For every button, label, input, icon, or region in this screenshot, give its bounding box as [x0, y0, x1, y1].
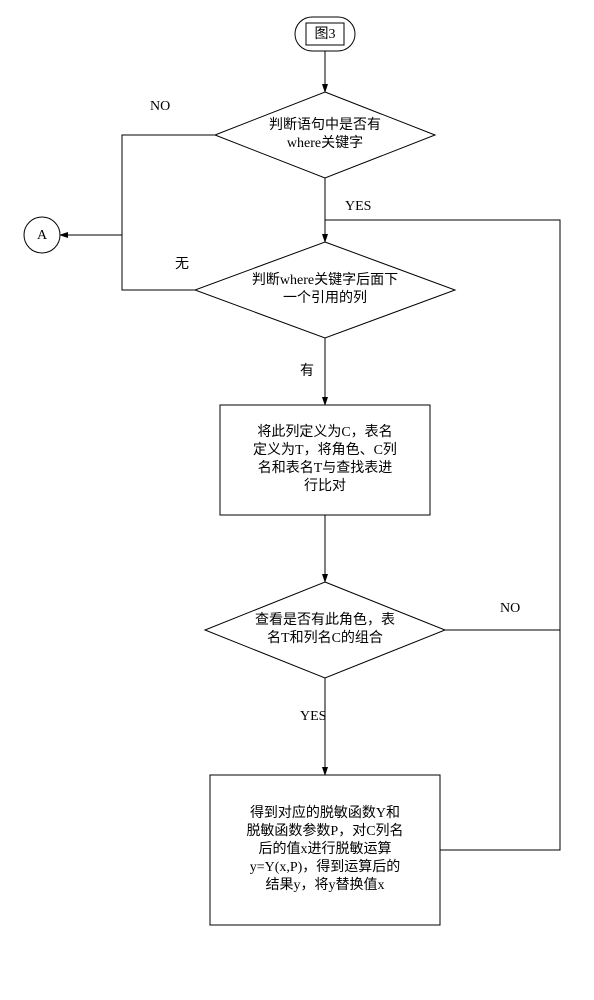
process-node: 将此列定义为C，表名定义为T，将角色、C列名和表名T与查找表进行比对: [220, 405, 430, 515]
node-text-line: 得到对应的脱敏函数Y和: [250, 804, 400, 821]
node-text-line: 将此列定义为C，表名: [257, 424, 392, 440]
svg-text:图3: 图3: [315, 27, 336, 42]
node-text-line: 结果y，将y替换值x: [266, 876, 385, 893]
edge-label: NO: [500, 601, 520, 616]
terminator-node: 图3: [295, 17, 355, 51]
node-text-line: 查看是否有此角色，表: [255, 611, 395, 628]
connector-node: A: [24, 217, 60, 253]
decision-node: 判断where关键字后面下一个引用的列: [195, 242, 455, 338]
edge-label: 无: [175, 257, 189, 272]
node-text-line: 判断where关键字后面下: [252, 272, 398, 288]
edge: [440, 630, 560, 850]
node-text-line: 判断语句中是否有: [269, 117, 381, 133]
svg-text:A: A: [37, 228, 48, 243]
edge-label: 有: [300, 363, 314, 379]
edge-label: YES: [345, 199, 371, 214]
decision-node: 查看是否有此角色，表名T和列名C的组合: [205, 582, 445, 678]
node-text-line: 定义为T，将角色、C列: [253, 441, 397, 458]
node-text-line: 名和表名T与查找表进: [258, 460, 393, 476]
node-text-line: 后的值x进行脱敏运算: [259, 841, 392, 857]
node-text-line: where关键字: [287, 135, 363, 151]
node-text-line: 行比对: [304, 478, 346, 494]
decision-node: 判断语句中是否有 where关键字: [215, 92, 435, 178]
edge: [60, 135, 215, 235]
edge-label: NO: [150, 99, 170, 114]
process-node: 得到对应的脱敏函数Y和脱敏函数参数P，对C列名后的值x进行脱敏运算y=Y(x,P…: [210, 775, 440, 925]
edge-label: YES: [300, 709, 326, 724]
node-text-line: 脱敏函数参数P，对C列名: [246, 822, 403, 839]
node-text-line: 名T和列名C的组合: [267, 630, 383, 646]
node-text-line: 一个引用的列: [283, 290, 367, 306]
node-text-line: y=Y(x,P)，得到运算后的: [250, 858, 401, 875]
